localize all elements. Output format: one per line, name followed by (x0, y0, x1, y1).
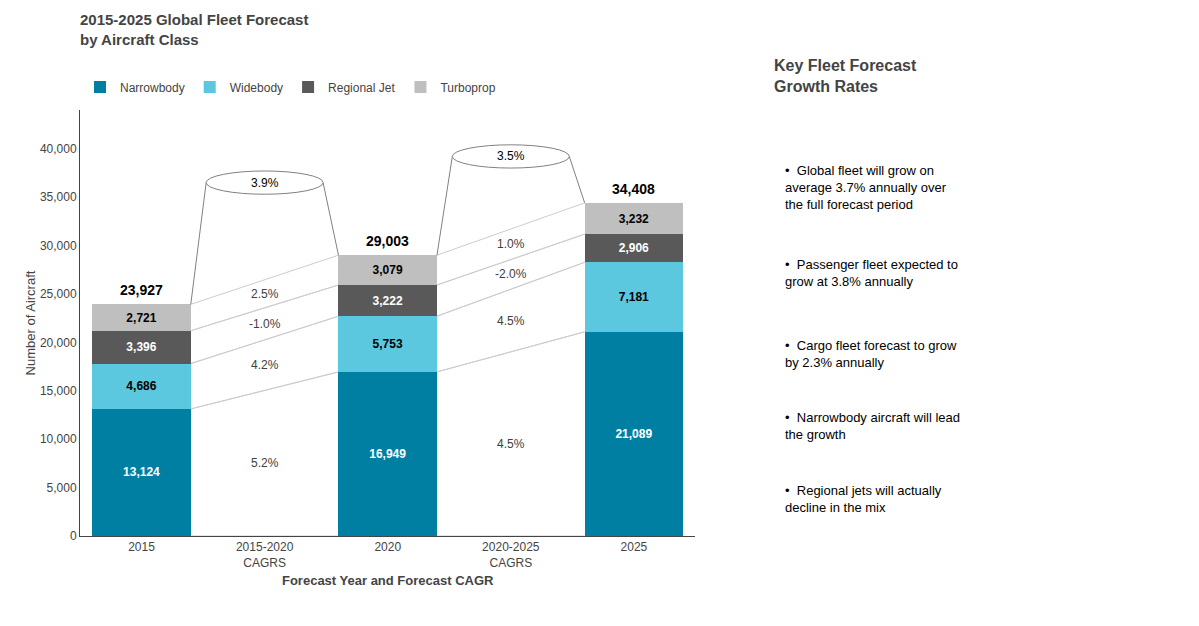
svg-text:34,408: 34,408 (612, 181, 655, 197)
svg-text:Narrowbody: Narrowbody (120, 81, 185, 95)
svg-text:3.5%: 3.5% (497, 149, 525, 163)
svg-text:3,396: 3,396 (126, 340, 156, 354)
svg-text:Regional Jet: Regional Jet (328, 81, 395, 95)
svg-text:2,721: 2,721 (126, 311, 156, 325)
svg-text:16,949: 16,949 (369, 447, 406, 461)
svg-text:Number of Aircraft: Number of Aircraft (23, 270, 38, 375)
svg-text:3,232: 3,232 (619, 212, 649, 226)
svg-text:5,753: 5,753 (373, 337, 403, 351)
svg-text:15,000: 15,000 (40, 384, 77, 398)
svg-text:29,003: 29,003 (366, 233, 409, 249)
svg-text:25,000: 25,000 (40, 287, 77, 301)
svg-text:3.9%: 3.9% (251, 176, 279, 190)
svg-text:10,000: 10,000 (40, 432, 77, 446)
svg-text:4.2%: 4.2% (251, 358, 279, 372)
svg-text:Forecast Year and Forecast CAG: Forecast Year and Forecast CAGR (282, 573, 494, 588)
svg-text:2,906: 2,906 (619, 241, 649, 255)
svg-text:4.5%: 4.5% (497, 314, 525, 328)
svg-text:-2.0%: -2.0% (495, 267, 527, 281)
svg-text:5,000: 5,000 (47, 481, 77, 495)
svg-text:40,000: 40,000 (40, 142, 77, 156)
svg-text:2025: 2025 (621, 540, 648, 554)
svg-text:21,089: 21,089 (615, 427, 652, 441)
svg-text:13,124: 13,124 (123, 465, 160, 479)
svg-text:• Passenger fleet expected to: • Passenger fleet expected togrow at 3.8… (785, 257, 958, 289)
svg-text:35,000: 35,000 (40, 190, 77, 204)
svg-text:• Cargo fleet forecast to gro: • Cargo fleet forecast to growby 2.3% an… (785, 338, 957, 370)
svg-text:2020-2025CAGRS: 2020-2025CAGRS (482, 540, 540, 570)
svg-text:3,079: 3,079 (373, 263, 403, 277)
svg-text:20,000: 20,000 (40, 336, 77, 350)
svg-text:2.5%: 2.5% (251, 287, 279, 301)
svg-text:4,686: 4,686 (126, 379, 156, 393)
svg-text:-1.0%: -1.0% (249, 317, 281, 331)
svg-text:1.0%: 1.0% (497, 237, 525, 251)
svg-text:2015: 2015 (128, 540, 155, 554)
svg-text:2015-2020CAGRS: 2015-2020CAGRS (236, 540, 294, 570)
svg-text:2020: 2020 (374, 540, 401, 554)
svg-text:2015-2025 Global Fleet Forecas: 2015-2025 Global Fleet Forecastby Aircra… (80, 11, 308, 48)
svg-text:0: 0 (70, 529, 77, 543)
svg-text:4.5%: 4.5% (497, 437, 525, 451)
svg-text:7,181: 7,181 (619, 290, 649, 304)
svg-text:23,927: 23,927 (120, 282, 163, 298)
svg-text:30,000: 30,000 (40, 239, 77, 253)
svg-text:Turboprop: Turboprop (440, 81, 495, 95)
svg-text:3,222: 3,222 (373, 294, 403, 308)
svg-text:5.2%: 5.2% (251, 456, 279, 470)
svg-text:Widebody: Widebody (230, 81, 283, 95)
svg-text:• Narrowbody aircraft will le: • Narrowbody aircraft will leadthe growt… (785, 410, 960, 442)
svg-text:• Regional jets will actually: • Regional jets will actuallydecline in … (785, 483, 942, 515)
svg-text:• Global fleet will grow onav: • Global fleet will grow onaverage 3.7% … (785, 163, 947, 212)
svg-text:Key Fleet ForecastGrowth Rates: Key Fleet ForecastGrowth Rates (774, 57, 917, 95)
